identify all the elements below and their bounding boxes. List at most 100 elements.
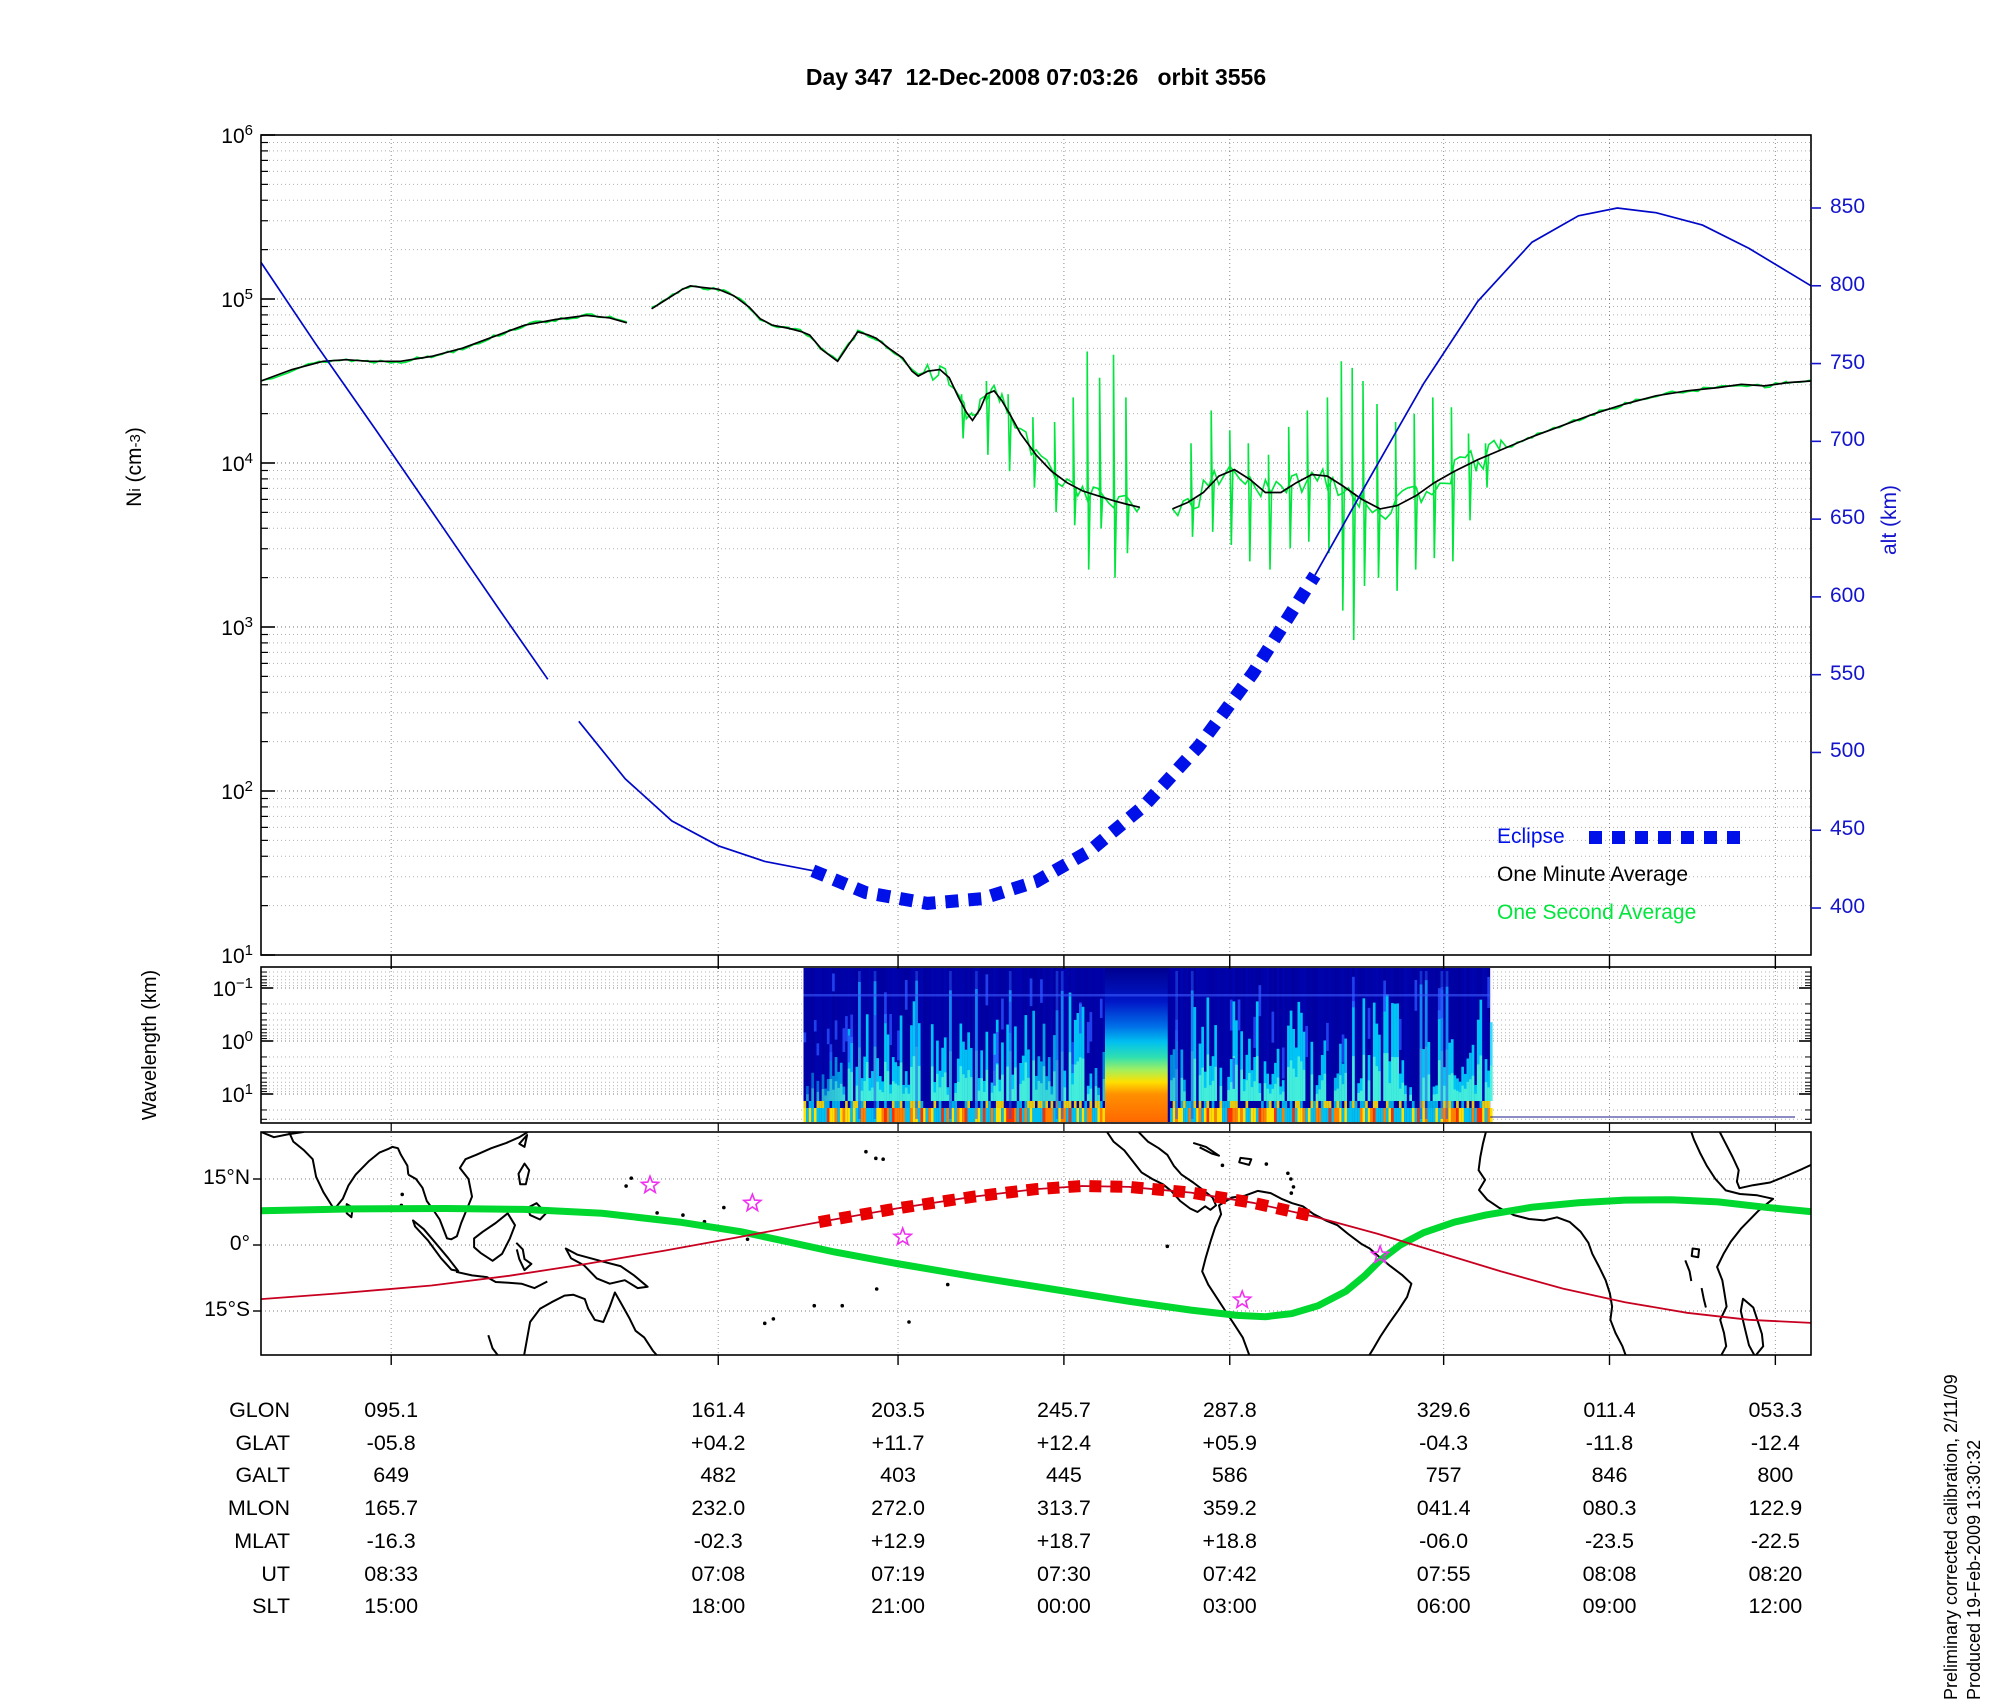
note-calibration: Preliminary corrected calibration, 2/11/… [1941,1374,1961,1700]
one-minute-average-curve [1172,380,1812,510]
table-cell: 095.1 [364,1398,419,1422]
table-cell: -04.3 [1419,1430,1469,1455]
y-axis-label-altitude: alt (km) [1870,430,1910,610]
table-cell: -11.8 [1585,1430,1634,1455]
table-cell: 586 [1211,1463,1248,1488]
density-label-sub: i [126,488,144,492]
table-cell: -12.4 [1750,1430,1800,1455]
table-cell: 011.4 [1583,1398,1636,1422]
map-lat-label: 15°S [204,1298,250,1321]
table-cell: 07:19 [871,1561,925,1586]
legend-label-eclipse: Eclipse [1497,825,1565,848]
table-cell: 445 [1045,1463,1082,1488]
y-right-tick-label: 700 [1830,428,1866,452]
table-cell: 846 [1591,1463,1628,1488]
table-cell: 21:00 [871,1594,925,1619]
legend-item-one-second: One Second Average [1497,894,1797,932]
table-cell: 15:00 [364,1594,419,1619]
table-cell: 203.5 [871,1398,925,1422]
one-minute-average-curve [260,314,628,382]
table-cell: 07:30 [1036,1561,1091,1586]
table-cell: 08:20 [1748,1561,1803,1586]
y-left-tick-label: 105 [221,286,253,312]
table-cell: 272.0 [871,1496,925,1521]
y-right-tick-label: 450 [1830,817,1866,841]
map-lat-label: 0° [229,1232,250,1255]
table-cell: 03:00 [1202,1594,1257,1619]
table-cell: 800 [1757,1463,1794,1488]
table-cell: 403 [880,1463,916,1488]
table-cell: 245.7 [1036,1398,1091,1422]
table-cell: 07:08 [691,1561,746,1586]
table-cell: 287.8 [1202,1398,1257,1422]
y-right-tick-label: 650 [1830,506,1866,530]
note-produced: Produced 19-Feb-2009 13:30:32 [1964,1439,1984,1700]
table-cell: 165.7 [364,1496,419,1521]
table-cell: 06:00 [1416,1594,1471,1619]
one-minute-average-curve [651,285,1140,509]
table-cell: +12.9 [870,1528,926,1553]
table-cell: 329.6 [1416,1398,1471,1422]
table-row-label-glat: GLAT [235,1430,290,1455]
main-grid [261,134,1811,956]
table-cell: 07:55 [1416,1561,1471,1586]
magnetic-equator-line [261,1196,1811,1321]
density-label-post: ) [123,427,146,435]
table-cell: -23.5 [1584,1528,1634,1553]
table-row-label-glon: GLON [229,1398,290,1422]
y-left-tick-label: 102 [221,778,253,804]
table-cell: 080.3 [1582,1496,1637,1521]
legend-item-one-minute: One Minute Average [1497,856,1797,894]
table-cell: +18.8 [1202,1528,1257,1553]
table-cell: -16.3 [366,1528,416,1553]
spectrogram-data [803,968,1795,1122]
table-cell: 00:00 [1036,1594,1091,1619]
wavelength-tick-label: 101 [221,1081,253,1107]
y-right-tick-label: 600 [1830,583,1866,607]
table-cell: 053.3 [1748,1398,1803,1422]
ground-station-star [1369,1243,1391,1265]
legend-item-eclipse: Eclipse [1497,818,1797,856]
table-cell: -06.0 [1419,1528,1469,1553]
legend-label-one-minute: One Minute Average [1497,863,1689,886]
y-right-tick-label: 750 [1830,350,1866,374]
table-row-label-mlat: MLAT [234,1528,290,1553]
table-cell: +04.2 [691,1430,746,1455]
table-cell: 07:42 [1202,1561,1257,1586]
table-cell: -05.8 [366,1430,416,1455]
table-cell: 359.2 [1202,1496,1257,1521]
wavelength-tick-label: 100 [221,1028,253,1054]
density-label-sup: -3 [126,434,144,448]
wavelength-tick-label: 10−1 [212,975,253,1001]
legend: Eclipse One Minute Average One Second Av… [1497,818,1797,932]
ground-track-eclipse-dashes [817,1179,1317,1229]
frames-and-ticks [253,134,1821,1365]
y-right-tick-label: 800 [1830,272,1866,296]
map-panel [261,1132,1811,1355]
legend-label-one-second: One Second Average [1497,901,1697,924]
table-cell: 757 [1425,1463,1462,1488]
table-cell: 18:00 [691,1594,746,1619]
y-left-tick-label: 103 [221,614,253,640]
table-cell: +11.7 [871,1430,925,1455]
production-notes: Preliminary corrected calibration, 2/11/… [1940,1240,1986,1700]
y-left-tick-label: 106 [221,122,253,148]
y-right-tick-label: 550 [1830,661,1866,685]
table-cell: 12:00 [1748,1594,1803,1619]
table-cell: -02.3 [693,1528,743,1553]
table-row-label-mlon: MLON [227,1496,290,1521]
y-left-tick-label: 101 [221,942,253,968]
table-cell: 08:08 [1582,1561,1637,1586]
table-row-label-ut: UT [261,1561,290,1586]
table-cell: +12.4 [1036,1430,1092,1455]
table-cell: 649 [373,1463,410,1488]
y-right-tick-label: 500 [1830,739,1866,763]
ground-station-star [891,1225,914,1247]
altitude-eclipse-dashes [810,571,1321,910]
alt-label-text: alt (km) [1878,485,1901,555]
y-right-tick-label: 400 [1830,895,1866,919]
eclipse-dash-swatch [1588,830,1745,844]
table-cell: 482 [700,1463,737,1488]
